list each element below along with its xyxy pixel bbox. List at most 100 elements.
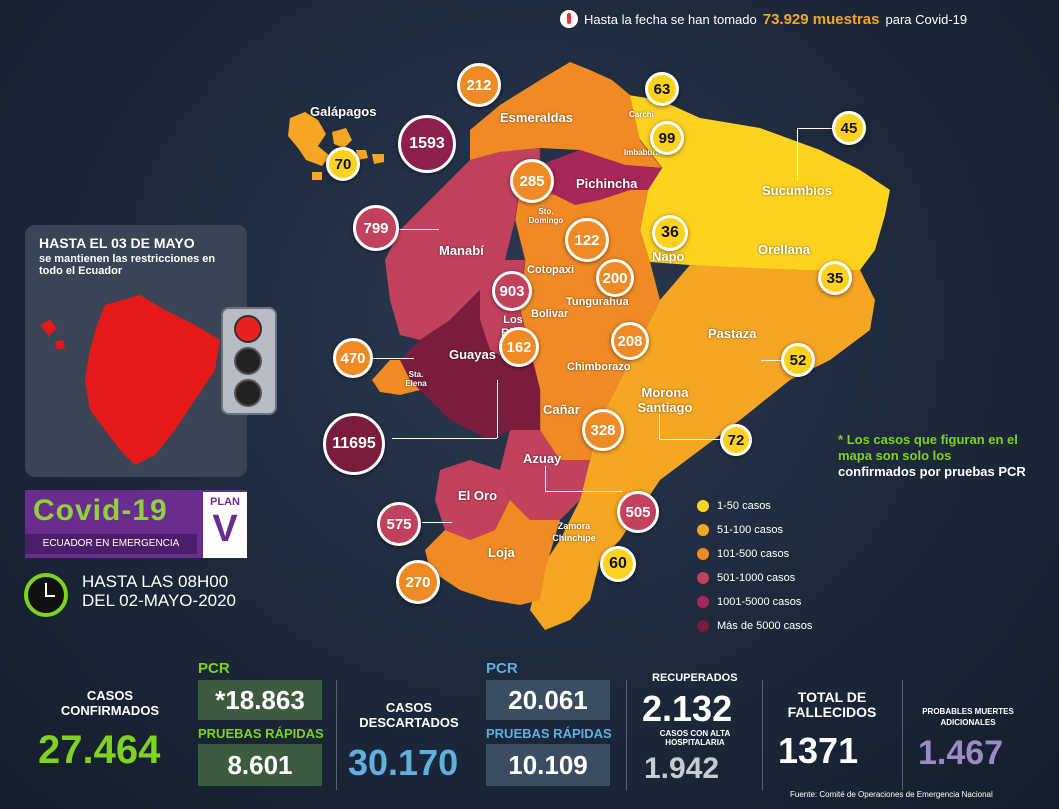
label-cotopaxi: Cotopaxi: [527, 264, 575, 276]
label-pastaza: Pastaza: [708, 326, 757, 341]
label-zamora: Zamora Chinchipe: [552, 521, 596, 543]
label-bolivar: Bolivar: [531, 308, 569, 320]
deaths-label: TOTAL DE FALLECIDOS: [787, 689, 877, 720]
legend-item: 101-500 casos: [697, 542, 812, 566]
galapagos-islands: [288, 112, 384, 180]
probable-label: PROBABLES MUERTES ADICIONALES: [922, 707, 1014, 727]
region-esmeraldas: [470, 62, 662, 168]
disc-rapid-label: PRUEBAS RÁPIDAS: [486, 726, 612, 741]
region-sta-elena: [372, 360, 420, 395]
pcr-note: * Los casos que figuran en el mapa son s…: [838, 432, 1028, 480]
red-map-icon: [40, 295, 220, 465]
cases-pichincha: 1593: [398, 115, 456, 173]
legend-label: 101-500 casos: [717, 548, 790, 560]
timestamp-line1: HASTA LAS 08H00: [82, 572, 229, 591]
cases-los-rios: 903: [492, 271, 532, 311]
plan-letter: V: [212, 508, 238, 550]
discarded-label: CASOS DESCARTADOS: [359, 700, 459, 730]
panel-subtitle: se mantienen las restricciones en todo e…: [39, 253, 216, 277]
cases-cotopaxi: 122: [565, 218, 609, 262]
divider: [336, 680, 337, 790]
cases-manabi: 799: [353, 205, 399, 251]
divider: [902, 680, 903, 790]
leader-line: [422, 522, 452, 523]
restrictions-panel: HASTA EL 03 DE MAYO se mantienen las res…: [25, 225, 277, 477]
recovered-label: RECUPERADOS: [652, 672, 738, 684]
region-pichincha: [540, 150, 662, 205]
label-sucumbios: Sucumbíos: [762, 183, 833, 198]
divider: [626, 680, 627, 790]
legend-swatch: [697, 500, 709, 512]
cases-canar: 328: [582, 409, 624, 451]
label-tungurahua: Tungurahua: [566, 296, 629, 308]
label-sta-elena: Sta. Elena: [405, 370, 427, 388]
label-imbabura: Imbabura: [624, 148, 661, 157]
label-napo: Napo: [652, 249, 685, 264]
disc-rapid-value: 10.109: [486, 744, 610, 786]
label-loja: Loja: [488, 545, 515, 560]
clock-icon: [24, 573, 68, 617]
label-esmeraldas: Esmeraldas: [500, 110, 573, 125]
region-manabi: [385, 148, 555, 340]
probable-value: 1.467: [918, 734, 1004, 772]
region-guayas: [400, 290, 540, 440]
samples-note: Hasta la fecha se han tomado 73.929 mues…: [560, 10, 967, 28]
leader-line: [797, 128, 798, 180]
map-legend: 1-50 casos 51-100 casos 101-500 casos 501-1…: [697, 494, 812, 638]
covid-title: Covid-19: [33, 494, 168, 527]
cases-guayas: 11695: [323, 413, 385, 475]
label-carchi: Carchi: [629, 110, 654, 119]
cases-sta-elena: 470: [333, 338, 373, 378]
cases-azuay: 505: [617, 491, 659, 533]
traffic-light-icon: [221, 307, 277, 415]
cases-galapagos: 70: [326, 147, 360, 181]
divider: [762, 680, 763, 790]
leader-line: [397, 229, 439, 230]
pcr-value: *18.863: [198, 680, 322, 720]
samples-prefix: Hasta la fecha se han tomado: [584, 11, 757, 27]
legend-item: 1001-5000 casos: [697, 590, 812, 614]
region-sucumbios: [628, 95, 890, 270]
samples-suffix: para Covid-19: [885, 11, 968, 27]
test-tube-icon: [560, 10, 578, 28]
timestamp-line2: DEL 02-MAYO-2020: [82, 591, 237, 610]
legend-swatch: [697, 620, 709, 632]
label-el-oro: El Oro: [458, 488, 498, 503]
label-orellana: Orellana: [758, 242, 811, 257]
legend-label: 1-50 casos: [717, 500, 771, 512]
leader-line: [497, 380, 498, 438]
region-sierra: [515, 180, 660, 460]
cases-sto-domingo: 285: [510, 159, 554, 203]
label-chimborazo: Chimborazo: [567, 361, 631, 373]
panel-title: HASTA EL 03 DE MAYO: [39, 235, 195, 251]
legend-swatch: [697, 596, 709, 608]
region-el-oro: [435, 460, 510, 540]
legend-swatch: [697, 548, 709, 560]
cases-carchi: 63: [645, 72, 679, 106]
discharged-label: CASOS CON ALTA HOSPITALARIA: [659, 729, 731, 747]
label-azuay: Azuay: [523, 451, 562, 466]
label-canar: Cañar: [543, 402, 580, 417]
cases-el-oro: 575: [377, 502, 421, 546]
legend-label: Más de 5000 casos: [717, 620, 813, 632]
label-morona: Morona Santiago: [637, 385, 693, 415]
note-part2: confirmados por pruebas PCR: [838, 464, 1026, 479]
cases-pastaza: 52: [781, 343, 815, 377]
label-pichincha: Pichincha: [576, 176, 638, 191]
cases-bolivar: 162: [499, 327, 539, 367]
cases-sucumbios: 45: [832, 111, 866, 145]
cases-chimborazo: 208: [611, 322, 649, 360]
confirmed-label: CASOS CONFIRMADOS: [60, 688, 160, 718]
leader-line: [545, 491, 623, 492]
cases-esmeraldas: 212: [457, 63, 501, 107]
timestamp: HASTA LAS 08H00 DEL 02-MAYO-2020: [82, 572, 236, 610]
cases-orellana: 35: [818, 261, 852, 295]
leader-line: [761, 360, 783, 361]
leader-line: [659, 439, 725, 440]
leader-line: [659, 414, 660, 439]
confirmed-value: 27.464: [38, 728, 161, 772]
legend-swatch: [697, 524, 709, 536]
legend-label: 51-100 casos: [717, 524, 784, 536]
label-sto-domingo: Sto. Domingo: [528, 207, 564, 225]
